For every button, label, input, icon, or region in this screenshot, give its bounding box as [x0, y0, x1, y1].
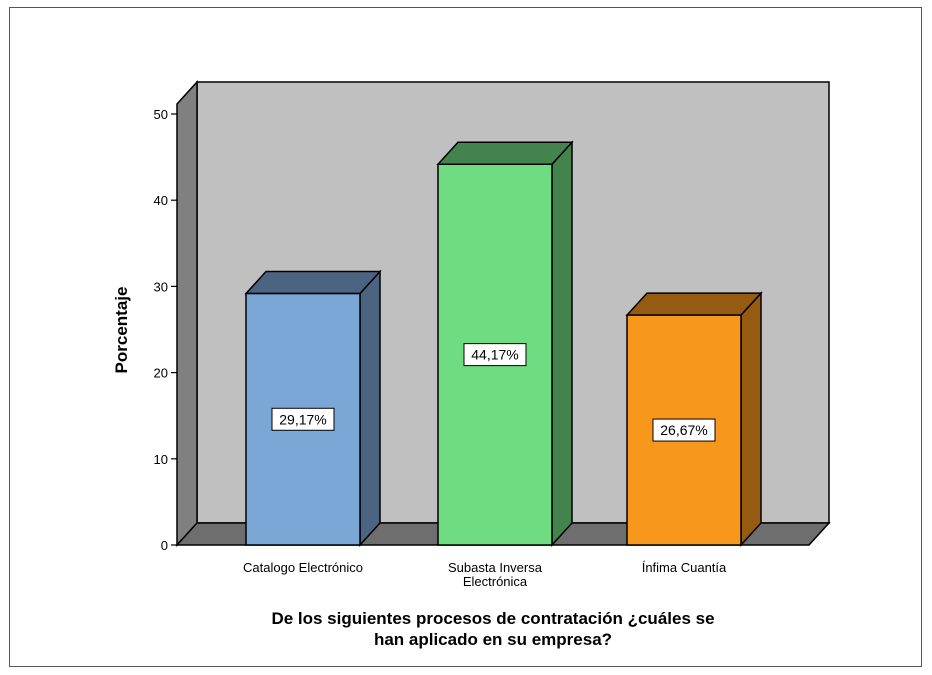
x-tick-label: Ínfima Cuantía	[642, 560, 727, 575]
bar-side	[551, 140, 573, 547]
side-wall	[176, 80, 198, 547]
data-label: 26,67%	[660, 422, 707, 438]
data-label-box	[271, 407, 335, 431]
y-tick-label: 30	[154, 279, 168, 294]
data-label: 44,17%	[471, 347, 518, 363]
x-tick-label: Electrónica	[463, 574, 528, 589]
x-axis-label: han aplicado en su empresa?	[374, 630, 612, 649]
bar-side	[359, 269, 381, 547]
data-label-box	[463, 343, 527, 367]
x-tick-label: Catalogo Electrónico	[243, 560, 363, 575]
x-axis-label: De los siguientes procesos de contrataci…	[271, 609, 714, 628]
bar-top	[436, 141, 574, 166]
bar-top	[244, 270, 382, 295]
y-tick-label: 20	[154, 366, 168, 381]
y-axis-label: Porcentaje	[112, 287, 131, 374]
bar-side	[740, 291, 762, 547]
bar-top	[625, 292, 763, 316]
y-tick-label: 0	[161, 538, 168, 553]
x-tick-label: Subasta Inversa	[448, 560, 543, 575]
data-label: 29,17%	[279, 411, 326, 427]
y-tick-label: 50	[154, 107, 168, 122]
data-label-box	[652, 418, 716, 442]
y-tick-label: 10	[154, 452, 168, 467]
y-tick-label: 40	[154, 193, 168, 208]
